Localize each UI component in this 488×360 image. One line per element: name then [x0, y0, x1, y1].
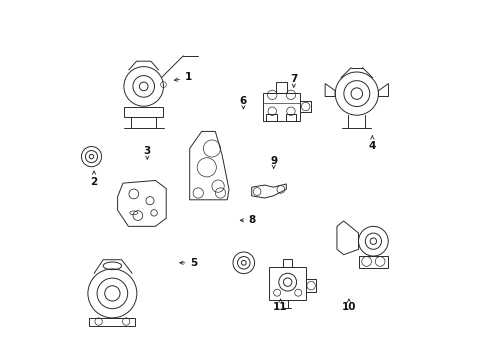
Bar — [89, 318, 135, 325]
Text: 7: 7 — [289, 74, 297, 84]
Bar — [266, 114, 276, 121]
Bar — [306, 279, 315, 292]
Text: 8: 8 — [248, 215, 256, 225]
Bar — [283, 259, 292, 267]
Bar — [263, 93, 300, 121]
Text: 9: 9 — [269, 156, 277, 166]
Text: 2: 2 — [90, 177, 98, 187]
Text: 11: 11 — [273, 302, 287, 312]
Text: 1: 1 — [184, 72, 192, 82]
Text: 10: 10 — [341, 302, 355, 312]
Text: 4: 4 — [368, 141, 375, 151]
Bar — [358, 256, 387, 268]
Bar — [300, 101, 310, 112]
Bar — [123, 107, 163, 117]
Text: 6: 6 — [239, 96, 246, 106]
Bar — [285, 114, 296, 121]
Text: 5: 5 — [190, 258, 197, 268]
Bar — [268, 267, 306, 300]
Bar — [275, 82, 287, 93]
Text: 3: 3 — [143, 146, 151, 156]
